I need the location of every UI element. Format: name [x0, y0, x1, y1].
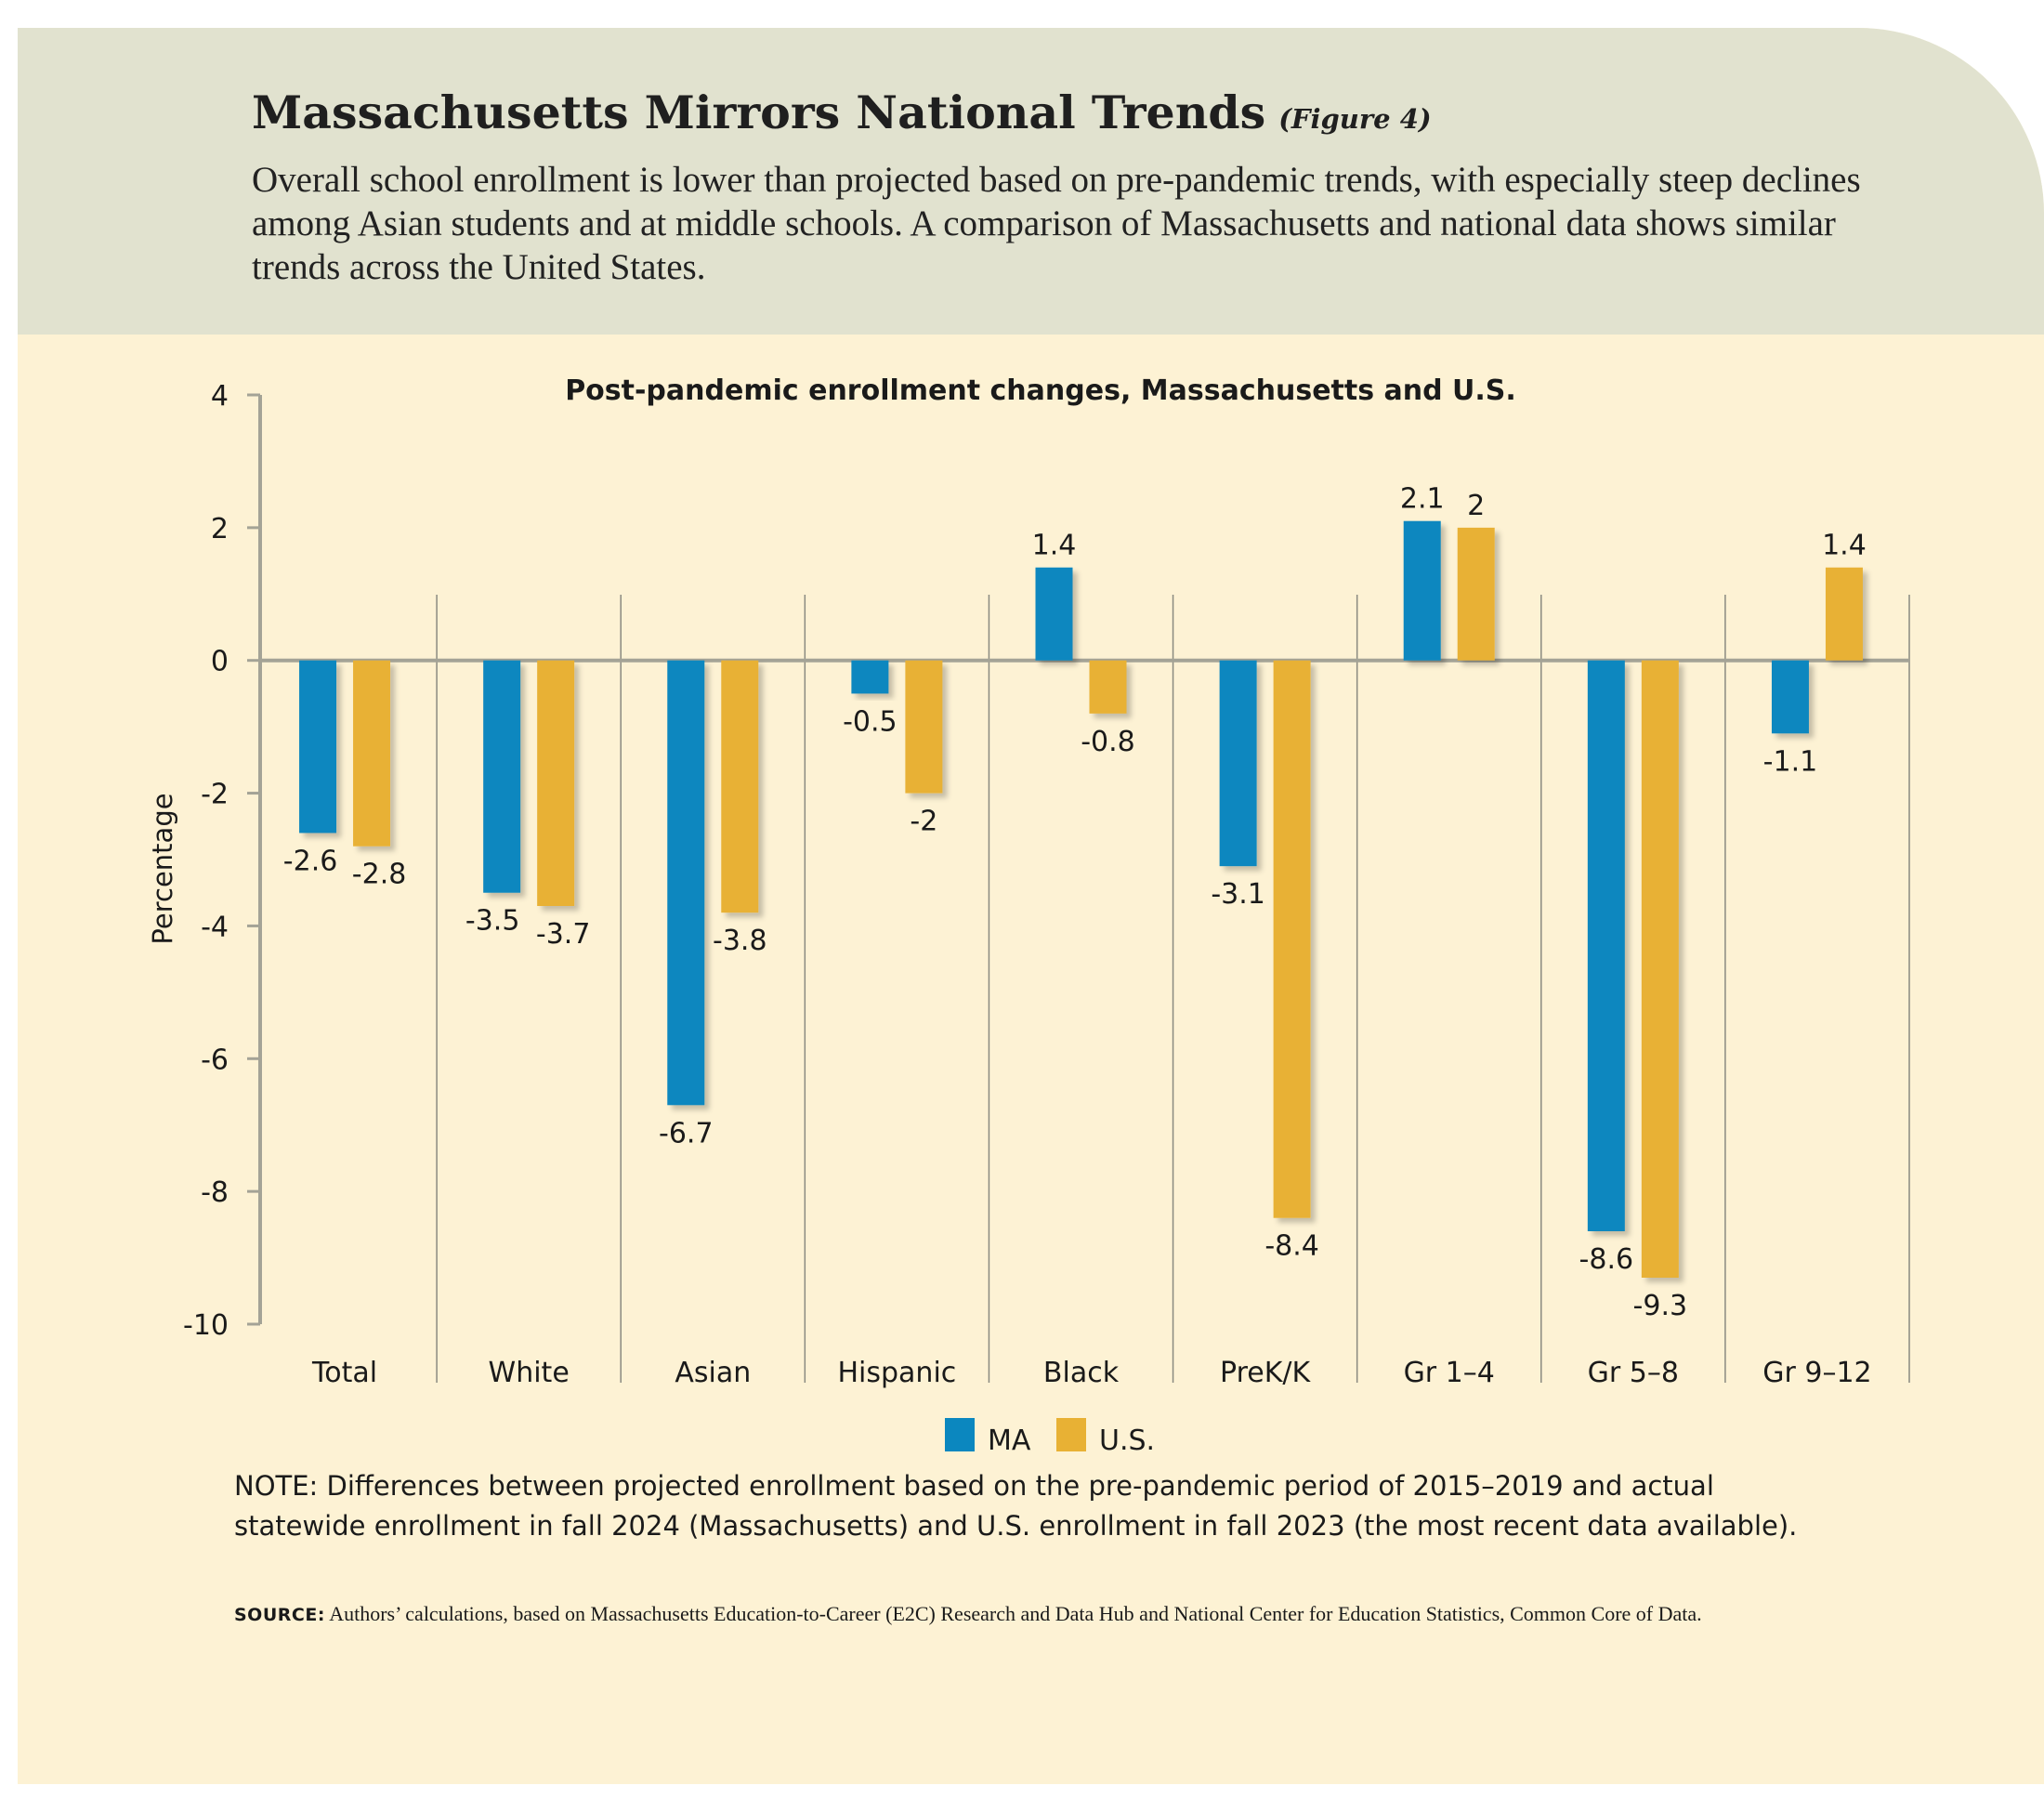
figure-subtitle: Overall school enrollment is lower than … — [252, 160, 1861, 287]
bar-us-prekk — [1273, 660, 1311, 1218]
data-label: 1.4 — [1032, 530, 1077, 562]
figure-tag: (Figure 4) — [1278, 103, 1432, 135]
bar-ma-white — [483, 660, 521, 893]
category-label: Black — [1043, 1357, 1120, 1389]
bar-us-gr14 — [1457, 527, 1495, 661]
bar-us-white — [537, 660, 575, 906]
data-label: -3.5 — [465, 905, 520, 938]
data-label: -8.6 — [1579, 1243, 1634, 1276]
bar-us-black — [1089, 660, 1127, 714]
figure-header: Massachusetts Mirrors National Trends (F… — [18, 28, 2044, 335]
bar-ma-prekk — [1219, 660, 1257, 867]
bar-us-asian — [721, 660, 759, 913]
category-label: Gr 5–8 — [1588, 1357, 1679, 1389]
legend-label: MA — [988, 1425, 1031, 1457]
bar-ma-black — [1035, 567, 1073, 661]
y-tick-label: -8 — [201, 1176, 229, 1209]
data-label: -2.8 — [352, 859, 407, 891]
data-labels: -2.6 -2.8 -3.5 -3.7 -6.7 -3.8 -0.5 -2 1.4 -0.8 -3.… — [283, 483, 1867, 1322]
legend: MA U.S. — [945, 1418, 1155, 1457]
y-tick-label: 2 — [211, 513, 229, 545]
data-label: -2.6 — [283, 845, 338, 877]
bar-ma-total — [299, 660, 337, 834]
source-label: SOURCE: — [234, 1605, 325, 1625]
bar-ma-gr58 — [1587, 660, 1625, 1231]
y-tick-label: -4 — [201, 911, 229, 943]
category-labels: Total White Asian Hispanic Black PreK/K Gr 1–4… — [311, 1357, 1872, 1389]
figure-card: Massachusetts Mirrors National Trends (F… — [18, 28, 2044, 1784]
data-label: -8.4 — [1264, 1230, 1319, 1263]
bar-ma-gr14 — [1403, 520, 1441, 661]
data-label: -9.3 — [1633, 1290, 1688, 1322]
bar-us-total — [353, 660, 391, 847]
category-label: Gr 9–12 — [1762, 1357, 1871, 1389]
bar-ma-asian — [667, 660, 705, 1106]
data-label: -0.5 — [843, 705, 898, 738]
bar-us-gr912 — [1825, 567, 1863, 661]
data-label: -3.1 — [1211, 878, 1265, 911]
data-label: 1.4 — [1822, 530, 1867, 562]
category-label: PreK/K — [1220, 1357, 1311, 1389]
chart-title: Post-pandemic enrollment changes, Massac… — [565, 374, 1516, 407]
bars-layer — [299, 520, 1863, 1278]
y-axis: 4 2 0 -2 -4 -6 -8 -10 Percentage — [147, 380, 262, 1342]
data-label: -2 — [910, 806, 937, 838]
y-tick-label: -10 — [183, 1309, 229, 1342]
data-label: 2 — [1467, 490, 1485, 522]
note-text: NOTE: Differences between projected enro… — [234, 1470, 1798, 1542]
legend-swatch-us — [1056, 1418, 1086, 1451]
category-label: Asian — [675, 1357, 751, 1389]
figure-title: Massachusetts Mirrors National Trends — [252, 85, 1266, 139]
y-axis-label: Percentage — [147, 793, 178, 944]
data-label: -0.8 — [1081, 726, 1135, 758]
data-label: -3.8 — [713, 925, 767, 957]
y-tick-label: 4 — [211, 380, 229, 413]
data-label: -6.7 — [659, 1117, 714, 1149]
legend-swatch-ma — [945, 1418, 975, 1451]
title-row: Massachusetts Mirrors National Trends (F… — [252, 85, 1432, 139]
y-tick-label: -2 — [201, 779, 229, 811]
data-label: -1.1 — [1763, 745, 1818, 778]
category-label: Hispanic — [837, 1357, 956, 1389]
data-label: -3.7 — [536, 918, 591, 951]
data-label: 2.1 — [1400, 483, 1445, 516]
bar-ma-gr912 — [1771, 660, 1809, 734]
grid-layer — [260, 595, 1910, 1383]
y-tick-label: -6 — [201, 1044, 229, 1076]
legend-label: U.S. — [1099, 1425, 1155, 1457]
bar-us-hispanic — [905, 660, 943, 794]
category-label: Gr 1–4 — [1404, 1357, 1495, 1389]
y-tick-label: 0 — [211, 646, 229, 678]
source-body: Authors’ calculations, based on Massachu… — [324, 1602, 1702, 1625]
bar-us-gr58 — [1641, 660, 1679, 1278]
category-label: White — [489, 1357, 570, 1389]
category-label: Total — [311, 1357, 377, 1389]
source-text: SOURCE: Authors’ calculations, based on … — [234, 1600, 1739, 1629]
bar-ma-hispanic — [851, 660, 889, 694]
